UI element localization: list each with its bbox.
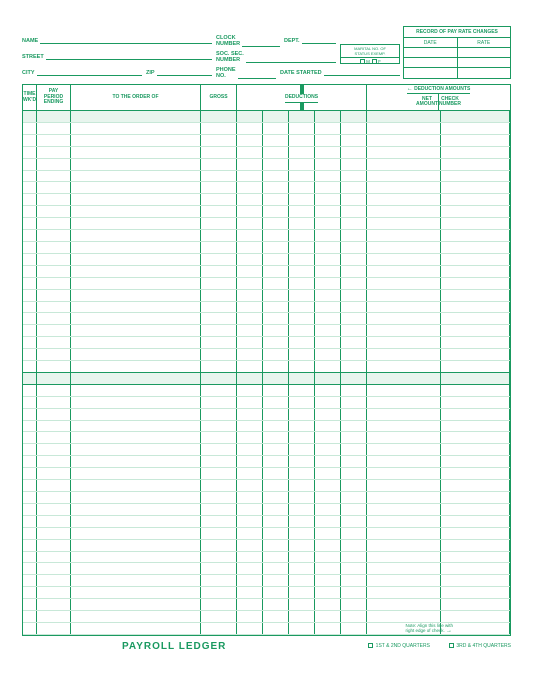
table-row [23,492,510,504]
table-row [23,325,510,337]
main-table: TIME WK'D PAY PERIOD ENDING TO THE ORDER… [22,84,511,636]
table-row [23,468,510,480]
table-row [23,516,510,528]
table-row [23,123,510,135]
table-row [23,361,510,373]
align-note: Note: Align this line withright edge of … [405,623,453,634]
table-row [23,552,510,564]
street-field[interactable] [46,52,212,60]
ssn-label: SOC. SEC.NUMBER [216,52,244,63]
table-row [23,432,510,444]
table-row [23,504,510,516]
city-field[interactable] [37,68,142,76]
table-row [23,349,510,361]
marital-label: MARITAL NO. OFSTATUS EXEMP. [341,45,399,58]
phone-label: PHONENO. [216,68,236,79]
table-row [23,480,510,492]
table-row [23,182,510,194]
name-field[interactable] [40,36,212,44]
deduction-amounts-label: ← DEDUCTION AMOUNTS [407,85,471,94]
table-row [23,278,510,290]
table-row [23,266,510,278]
col-deductions-group: DEDUCTIONS [237,85,367,110]
page: RECORD OF PAY RATE CHANGES DATE RATE NAM… [0,0,533,680]
table-row [23,194,510,206]
table-row [23,587,510,599]
table-row [23,444,510,456]
table-row [23,337,510,349]
zip-label: ZIP [146,70,155,76]
col-order: TO THE ORDER OF [71,85,201,110]
name-label: NAME [22,38,38,44]
form-area: RECORD OF PAY RATE CHANGES DATE RATE NAM… [22,26,511,654]
table-row [23,528,510,540]
zip-field[interactable] [157,68,212,76]
table-row [23,540,510,552]
record-date-header: DATE [404,38,458,47]
clock-field[interactable] [242,39,280,47]
record-rate-header: RATE [458,38,511,47]
q34-option[interactable]: 3RD & 4TH QUARTERS [448,643,511,649]
dept-field[interactable] [302,36,336,44]
table-row [23,313,510,325]
marital-box: MARITAL NO. OFSTATUS EXEMP. M F [340,44,400,64]
column-headers: TIME WK'D PAY PERIOD ENDING TO THE ORDER… [23,85,510,111]
table-row [23,611,510,623]
col-net: NET AMOUNT [416,94,439,110]
dept-label: DEPT. [284,38,300,44]
table-row [23,206,510,218]
q12-option[interactable]: 1ST & 2ND QUARTERS [367,643,430,649]
m-checkbox[interactable] [360,59,365,64]
col-period: PAY PERIOD ENDING [37,85,71,110]
table-row [23,373,510,385]
table-row [23,111,510,123]
phone-field[interactable] [238,71,276,79]
col-gross: GROSS [201,85,237,110]
table-row [23,135,510,147]
col-check: CHECK NUMBER [439,94,461,110]
table-row [23,456,510,468]
col-time: TIME WK'D [23,85,37,110]
record-pay-rate-box: RECORD OF PAY RATE CHANGES DATE RATE [403,26,511,79]
table-row [23,147,510,159]
table-row [23,254,510,266]
table-row [23,421,510,433]
date-started-field[interactable] [324,68,400,76]
table-row [23,159,510,171]
table-row [23,563,510,575]
ssn-field[interactable] [246,55,336,63]
table-row [23,575,510,587]
table-row [23,599,510,611]
table-row [23,302,510,314]
record-title: RECORD OF PAY RATE CHANGES [404,27,510,38]
rows-area [23,111,510,635]
clock-label: CLOCKNUMBER [216,36,240,47]
date-started-label: DATE STARTED [280,70,322,76]
col-deduction-amounts-group: ← DEDUCTION AMOUNTS NET AMOUNT CHECK NUM… [367,85,510,110]
table-row [23,218,510,230]
title: PAYROLL LEDGER [122,641,226,652]
table-row [23,397,510,409]
city-label: CITY [22,70,35,76]
table-row [23,230,510,242]
table-row [23,242,510,254]
table-row [23,409,510,421]
f-checkbox[interactable] [372,59,377,64]
street-label: STREET [22,54,44,60]
deductions-label: DEDUCTIONS [285,94,318,103]
footer: PAYROLL LEDGER 1ST & 2ND QUARTERS 3RD & … [22,638,511,654]
table-row [23,290,510,302]
table-row [23,171,510,183]
table-row [23,385,510,397]
